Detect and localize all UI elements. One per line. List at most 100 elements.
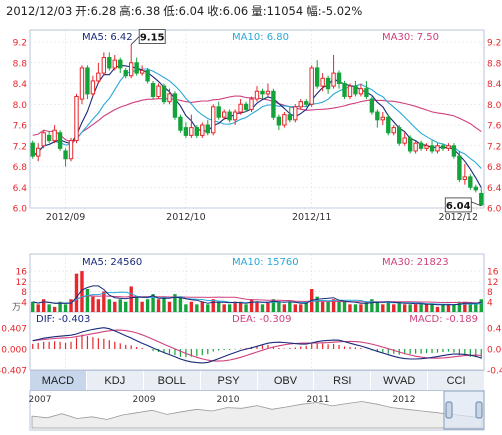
volume-bar [446,304,451,312]
volume-bar [282,304,287,312]
tab-wvad[interactable]: WVAD [371,371,429,390]
dea-line [32,329,482,362]
candle-body [128,62,134,77]
volume-bar [31,301,35,312]
overview-year-label: 2012 [393,395,416,405]
tab-obv[interactable]: OBV [258,371,315,390]
volume-bar [375,301,380,312]
volume-bar [47,304,51,312]
volume-bar [468,304,473,312]
volume-bar [140,301,144,312]
volume-bar [463,301,467,312]
volume-bar [184,304,188,312]
ma10-line [32,68,482,169]
volume-bar [304,301,308,312]
candle-body [36,147,41,157]
x-tick-label: 2012/10 [166,212,205,223]
volume-bar [266,301,270,312]
tab-rsi[interactable]: RSI [314,371,372,390]
price-tick-right: 6.4 [487,184,502,194]
volume-bar [457,301,462,312]
candle-body [418,142,424,149]
volume-bar [145,299,150,312]
tab-boll[interactable]: BOLL [144,371,201,390]
candle-body [112,59,117,69]
candle-body [216,106,221,118]
volume-bar [206,304,210,312]
price-tick-left: 7.6 [13,122,28,132]
price-tick-right: 8.4 [487,80,502,90]
volume-tick-right: 4 [487,298,493,308]
ma5-price-legend: MA5: 6.42 [82,32,133,43]
volume-bar [52,306,57,312]
volume-unit-label: 万 [12,303,21,313]
macd-histogram [32,327,482,364]
volume-bar [41,299,46,312]
candle-body [107,57,112,69]
volume-bar [337,301,341,312]
volume-bar [342,301,347,312]
volume-bar [91,296,95,312]
candle-body [249,98,254,110]
volume-bar [315,296,319,312]
overview-right-handle[interactable] [475,401,483,419]
volume-bar [80,271,84,312]
macd-tick-left: -0.407 [0,367,27,377]
macd-tick-left: 0.407 [1,325,27,335]
candle-body [342,83,347,97]
candle-body [369,98,375,113]
volume-bar [271,299,276,312]
volume-bar [211,299,215,312]
volume-ma5-line [32,285,482,306]
volume-bar [217,301,221,312]
candle-body [331,72,336,87]
candle-body [167,93,172,103]
volume-bar [424,304,429,312]
tab-kdj[interactable]: KDJ [87,371,144,390]
candle-body [96,72,101,82]
candle-body [57,132,63,149]
volume-bar [381,304,385,312]
candle-body [440,145,446,149]
price-tick-right: 9.2 [487,39,501,49]
ma5-line [32,64,482,188]
volume-bar [435,306,440,312]
candle-body [221,111,227,118]
tab-cci[interactable]: CCI [446,374,466,387]
price-tick-left: 7.2 [13,142,27,152]
candle-body [30,142,35,157]
volume-bar [134,296,139,312]
candle-body [74,95,79,142]
candle-body [46,134,52,142]
candle-body [178,116,183,131]
volume-bar [386,301,390,312]
low-price-label: 6.04 [446,201,471,212]
volume-bar [348,304,352,312]
candle-body [172,93,178,118]
candle-body [325,77,331,90]
volume-bar [320,301,325,312]
volume-tick-right: 12 [487,278,498,288]
candle-body [298,101,303,108]
candle-body [232,111,238,121]
volume-bar [74,273,79,312]
candlesticks [30,44,484,206]
volume-bar [397,301,401,312]
price-tick-right: 8.0 [487,101,502,111]
candle-body [473,186,478,191]
price-tick-left: 8.0 [13,101,28,111]
tab-psy[interactable]: PSY [201,371,258,390]
candle-body [347,85,353,97]
candle-body [200,124,205,136]
tab-macd[interactable]: MACD [30,371,87,390]
macd-legend: MACD: -0.189 [409,314,478,325]
candle-body [424,145,429,149]
overview-left-handle[interactable] [445,401,453,419]
candle-body [260,90,265,95]
candle-body [304,101,309,105]
ma5-volume-legend: MA5: 24560 [82,257,142,268]
candle-body [254,90,260,100]
candle-body [429,145,435,152]
candle-body [391,127,396,134]
volume-tick-left: 16 [16,268,28,278]
